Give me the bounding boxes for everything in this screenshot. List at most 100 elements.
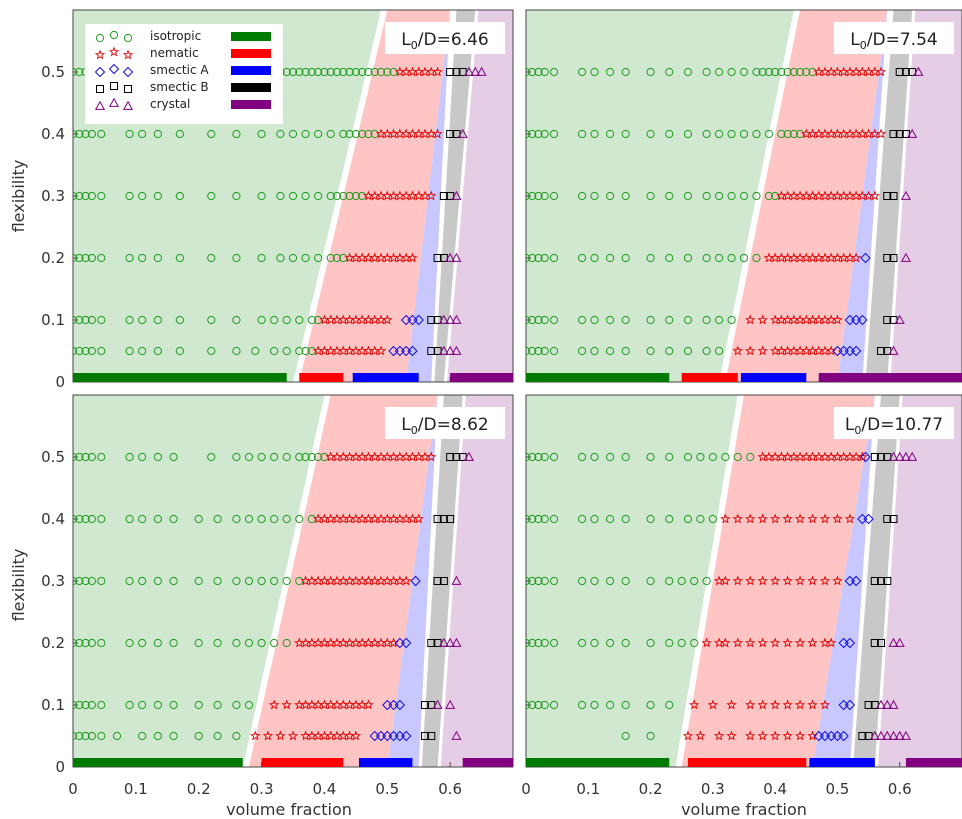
isotropic-point [213,514,222,524]
isotropic-point [288,253,298,263]
y-tick-label: 0.1 [41,311,65,329]
isotropic-point [721,452,730,462]
legend-item-isotropic: isotropic [95,29,271,43]
phase-bar-isotropic [73,758,243,767]
smectic-B-point [427,316,436,324]
smectic-B-point [446,68,455,76]
ratio-label-box [385,22,505,54]
smectic-B-point [446,453,455,461]
smectic-A-point [860,252,871,264]
isotropic-point [81,129,90,139]
crystal-legend-marker [122,100,134,110]
ratio-label: L0/D=8.62 [385,407,505,439]
isotropic-point [175,191,184,201]
isotropic-point [97,191,106,201]
isotropic-point [207,191,216,201]
crystal-region [440,395,513,767]
nematic-point [281,699,292,710]
isotropic-point [526,67,531,77]
crystal-point [888,345,899,355]
isotropic-legend-marker [109,30,119,40]
isotropic-point [81,346,90,356]
nematic-point [250,730,261,741]
phase-regions [526,395,962,767]
x-axis-label-right: volume fraction [681,800,807,819]
isotropic-point [345,129,354,139]
isotropic-point [665,576,674,586]
isotropic-point [526,346,531,356]
isotropic-point [727,67,736,77]
isotropic-point [549,253,559,263]
isotropic-point [207,452,216,462]
isotropic-point [138,253,147,263]
isotropic-point [795,67,805,77]
nematic-point [794,575,806,586]
crystal-region [890,10,962,382]
isotropic-point [364,67,373,77]
isotropic-point [232,638,241,648]
isotropic-point [73,346,78,356]
isotropic-point [288,67,298,77]
smectic-B-point [433,515,442,523]
isotropic-point [605,452,615,462]
isotropic-point [577,700,587,710]
isotropic-point [257,253,266,263]
nematic-point [426,190,437,201]
isotropic-point [621,191,630,201]
isotropic-point [605,129,615,139]
isotropic-point [307,315,316,325]
nematic-point [701,637,712,648]
nematic-point [807,699,818,710]
crystal-point [457,128,468,138]
x-tick-label: 0.5 [825,780,849,798]
isotropic-point [727,315,736,325]
chart-panel-3: 0 0.1 0.2 0.3 0.4 0.5 0.6 0 0.1 0.2 0.3 0.4 0.5 L0/D=… [41,394,514,798]
isotropic-point [244,452,254,462]
smectic-B-point [427,347,436,355]
crystal-point [445,637,456,647]
isotropic-point [590,67,599,77]
data-markers [73,451,475,742]
isotropic-point [577,514,587,524]
isotropic-point [169,731,178,741]
isotropic-point [194,576,203,586]
phase-bar-nematic [687,758,807,767]
data-markers [73,66,487,357]
isotropic-point [528,452,537,462]
nematic-point [769,730,781,741]
smectic-B-point [446,515,455,523]
phase-bar-nematic [299,373,344,382]
isotropic-point [125,514,134,524]
isotropic-point [295,346,304,356]
isotropic-point [696,514,705,524]
x-axis-label-left: volume fraction [226,800,352,819]
x-tick-label: 0.6 [888,780,912,798]
y-tick-label: 0.3 [41,572,65,590]
isotropic-point [87,346,96,356]
nematic-point [745,699,756,710]
isotropic-point [232,731,241,741]
isotropic-point [526,700,531,710]
isotropic-point [73,514,78,524]
isotropic-point [75,67,84,77]
isotropic-point [81,700,90,710]
phase-bar-isotropic [73,373,287,382]
smectic-B-point [883,254,892,262]
smectic-B-legend-marker [96,85,104,93]
x-tick-label: 0.3 [250,780,274,798]
isotropic-point [97,129,106,139]
isotropic-point [314,452,323,462]
smectic-a-region [837,10,888,382]
nematic-point [682,730,694,741]
isotropic-point [526,253,531,263]
isotropic-point [621,315,630,325]
smectic-B-point [439,192,448,200]
smectic-B-point [889,192,898,200]
isotropic-point [590,129,599,139]
isotropic-point [81,191,90,201]
isotropic-point [683,346,693,356]
isotropic-point [282,315,291,325]
isotropic-point [288,129,298,139]
x-tick-label: 0 [521,780,531,798]
isotropic-point [746,452,755,462]
